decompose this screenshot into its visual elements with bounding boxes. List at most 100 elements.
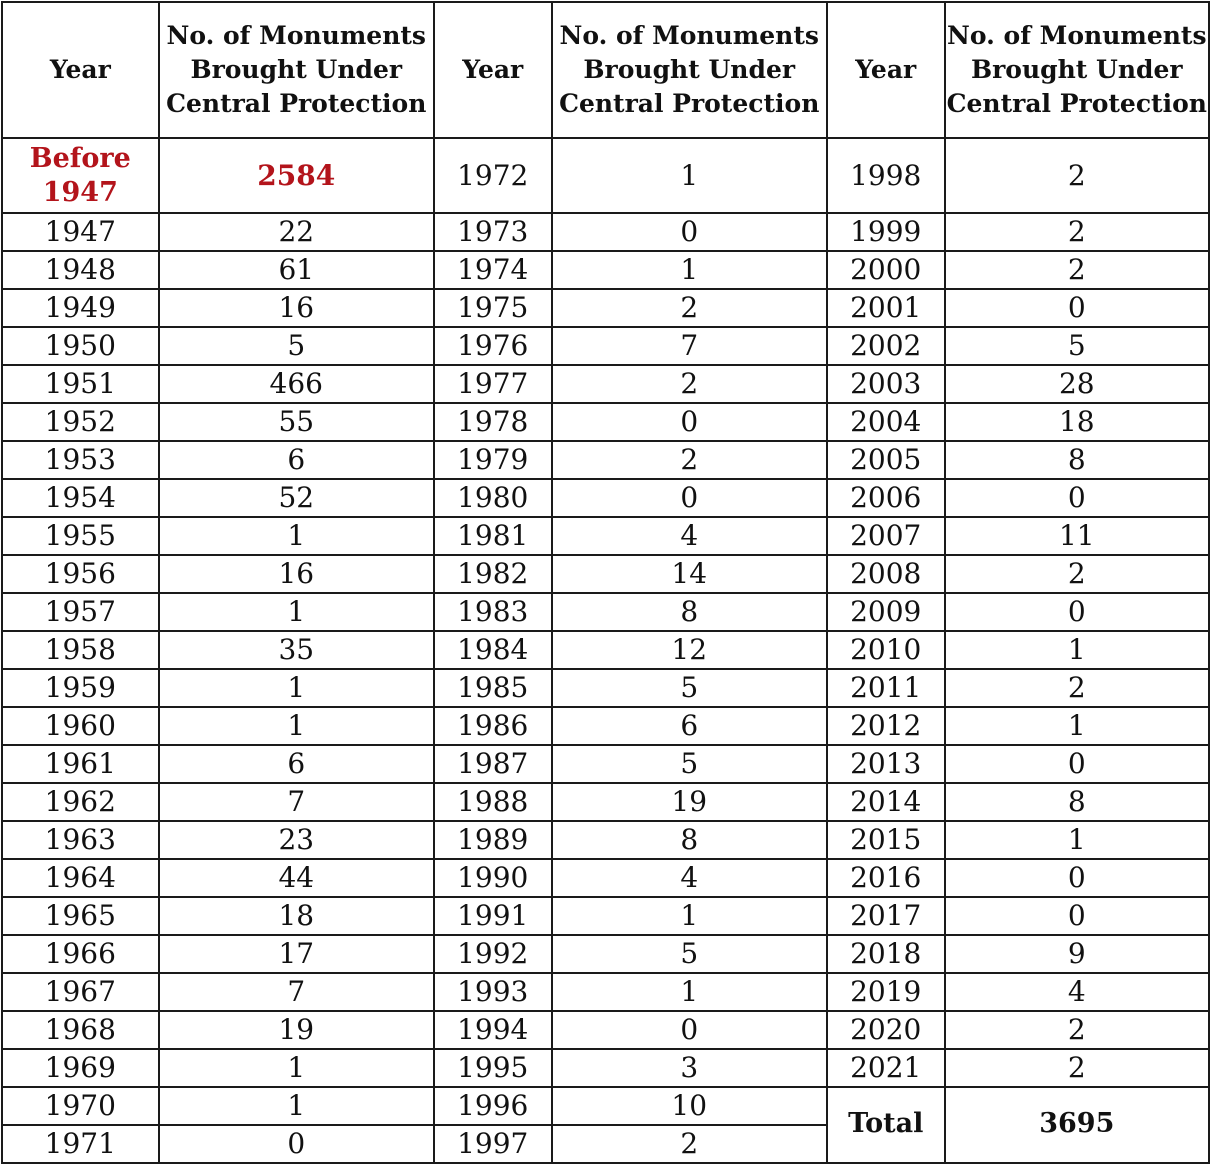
table-row: Before 1947 2584 1972 1 1998 2 bbox=[1, 137, 1210, 214]
year-cell: 2008 bbox=[825, 554, 946, 594]
count-cell: 1 bbox=[943, 630, 1210, 670]
count-cell: 8 bbox=[550, 592, 828, 632]
count-cell: 4 bbox=[550, 858, 828, 898]
count-cell: 23 bbox=[157, 820, 435, 860]
count-cell: 2 bbox=[943, 212, 1210, 252]
year-cell: 2021 bbox=[825, 1048, 946, 1088]
table-row: 1965 18 1991 1 2017 0 bbox=[1, 896, 1210, 936]
count-cell: 6 bbox=[157, 744, 435, 784]
year-cell: Before 1947 bbox=[1, 137, 160, 214]
year-cell: 1953 bbox=[1, 440, 160, 480]
table-row: 1957 1 1983 8 2009 0 bbox=[1, 592, 1210, 632]
count-cell: 7 bbox=[157, 782, 435, 822]
year-cell: 1975 bbox=[432, 288, 553, 328]
count-cell: 0 bbox=[943, 896, 1210, 936]
count-cell: 6 bbox=[550, 706, 828, 746]
year-cell: 1965 bbox=[1, 896, 160, 936]
year-cell: 1984 bbox=[432, 630, 553, 670]
count-cell: 61 bbox=[157, 250, 435, 290]
year-cell: 1958 bbox=[1, 630, 160, 670]
count-cell: 1 bbox=[550, 250, 828, 290]
table-row: 1970 1 1996 10 Total 3695 bbox=[1, 1086, 1210, 1164]
count-cell: 28 bbox=[943, 364, 1210, 404]
year-header: Year bbox=[1, 1, 160, 139]
year-cell: 2000 bbox=[825, 250, 946, 290]
count-cell: 0 bbox=[550, 212, 828, 252]
year-cell: 1952 bbox=[1, 402, 160, 442]
count-cell: 18 bbox=[157, 896, 435, 936]
year-cell: 1949 bbox=[1, 288, 160, 328]
year-cell: 2002 bbox=[825, 326, 946, 366]
table-row: 1954 52 1980 0 2006 0 bbox=[1, 478, 1210, 518]
count-cell: 0 bbox=[157, 1124, 435, 1164]
year-cell: 1994 bbox=[432, 1010, 553, 1050]
count-cell: 1 bbox=[550, 896, 828, 936]
year-cell: 1967 bbox=[1, 972, 160, 1012]
count-cell: 0 bbox=[943, 478, 1210, 518]
table-row: 1961 6 1987 5 2013 0 bbox=[1, 744, 1210, 784]
count-cell: 2 bbox=[943, 250, 1210, 290]
year-cell: 2012 bbox=[825, 706, 946, 746]
count-cell: 2 bbox=[943, 554, 1210, 594]
year-cell: 1996 bbox=[432, 1086, 553, 1126]
count-cell: 22 bbox=[157, 212, 435, 252]
year-cell: 1998 bbox=[825, 137, 946, 214]
table-row: 1956 16 1982 14 2008 2 bbox=[1, 554, 1210, 594]
count-cell: 1 bbox=[157, 592, 435, 632]
count-cell: 19 bbox=[550, 782, 828, 822]
table-row: 1955 1 1981 4 2007 11 bbox=[1, 516, 1210, 556]
year-header: Year bbox=[825, 1, 946, 139]
count-cell: 5 bbox=[550, 668, 828, 708]
count-cell: 2 bbox=[943, 137, 1210, 214]
count-cell: 17 bbox=[157, 934, 435, 974]
count-cell: 0 bbox=[943, 744, 1210, 784]
year-cell: 1963 bbox=[1, 820, 160, 860]
year-cell: 2016 bbox=[825, 858, 946, 898]
year-cell: 1976 bbox=[432, 326, 553, 366]
table-row: 1967 7 1993 1 2019 4 bbox=[1, 972, 1210, 1012]
count-header: No. of Monuments Brought Under Central P… bbox=[550, 1, 828, 139]
year-cell: 2009 bbox=[825, 592, 946, 632]
count-cell: 2 bbox=[943, 1010, 1210, 1050]
table-row: 1959 1 1985 5 2011 2 bbox=[1, 668, 1210, 708]
table-row: 1971 0 1997 2 bbox=[1, 1124, 1209, 1164]
year-cell: 1974 bbox=[432, 250, 553, 290]
year-cell: 2019 bbox=[825, 972, 946, 1012]
year-cell: 1995 bbox=[432, 1048, 553, 1088]
year-cell: 2014 bbox=[825, 782, 946, 822]
year-cell: 1957 bbox=[1, 592, 160, 632]
count-cell: 1 bbox=[943, 820, 1210, 860]
table-row: 1953 6 1979 2 2005 8 bbox=[1, 440, 1210, 480]
year-cell: 1987 bbox=[432, 744, 553, 784]
count-cell: 0 bbox=[943, 858, 1210, 898]
count-cell: 52 bbox=[157, 478, 435, 518]
year-cell: 2013 bbox=[825, 744, 946, 784]
count-cell: 55 bbox=[157, 402, 435, 442]
count-cell: 1 bbox=[157, 516, 435, 556]
table-row: 1948 61 1974 1 2000 2 bbox=[1, 250, 1210, 290]
year-cell: 2015 bbox=[825, 820, 946, 860]
year-cell: 2010 bbox=[825, 630, 946, 670]
year-cell: 1970 bbox=[1, 1086, 160, 1126]
year-cell: 1950 bbox=[1, 326, 160, 366]
year-cell: 1972 bbox=[432, 137, 553, 214]
count-cell: 44 bbox=[157, 858, 435, 898]
count-cell: 14 bbox=[550, 554, 828, 594]
year-cell: 1993 bbox=[432, 972, 553, 1012]
count-cell: 5 bbox=[943, 326, 1210, 366]
table-row: 1947 22 1973 0 1999 2 bbox=[1, 212, 1210, 252]
count-cell: 8 bbox=[550, 820, 828, 860]
year-cell: 1983 bbox=[432, 592, 553, 632]
table-row: 1963 23 1989 8 2015 1 bbox=[1, 820, 1210, 860]
count-cell: 1 bbox=[157, 1086, 435, 1126]
year-cell: 1961 bbox=[1, 744, 160, 784]
year-cell: 1990 bbox=[432, 858, 553, 898]
year-cell: 1980 bbox=[432, 478, 553, 518]
count-cell: 7 bbox=[157, 972, 435, 1012]
table-row: 1962 7 1988 19 2014 8 bbox=[1, 782, 1210, 822]
year-cell: 1960 bbox=[1, 706, 160, 746]
year-cell: 2018 bbox=[825, 934, 946, 974]
year-cell: 1991 bbox=[432, 896, 553, 936]
year-cell: 1981 bbox=[432, 516, 553, 556]
